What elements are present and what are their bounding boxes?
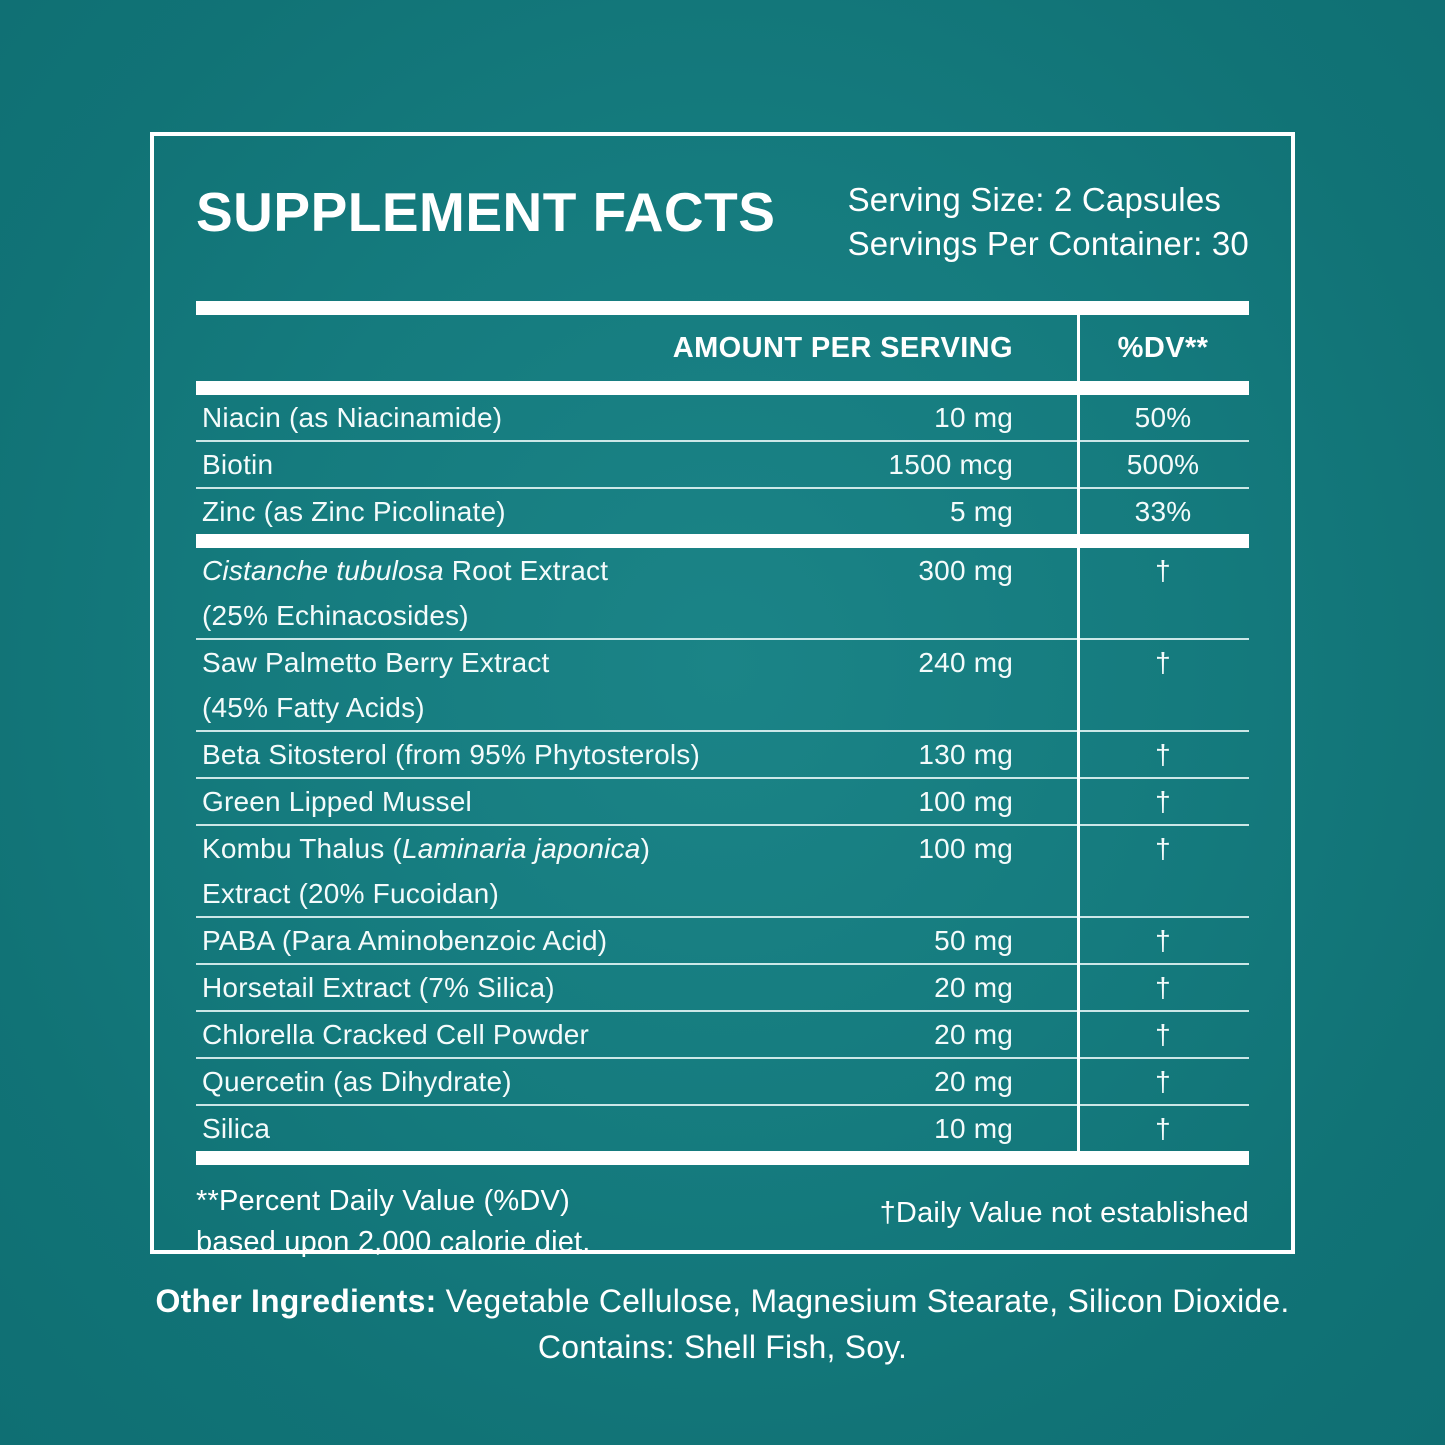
ingredient-name: Saw Palmetto Berry Extract (45% Fatty Ac… [202,647,550,724]
ingredient-name: Beta Sitosterol (from 95% Phytosterols) [202,739,700,771]
ingredient-amount: 50 mg [934,925,1013,957]
ingredient-name: Horsetail Extract (7% Silica) [202,972,555,1004]
ingredient-name: Green Lipped Mussel [202,786,472,818]
ingredient-dv: † [1155,925,1171,957]
ingredient-amount: 130 mg [918,739,1013,771]
panel-title: SUPPLEMENT FACTS [196,181,776,243]
table-row: PABA (Para Aminobenzoic Acid) 50 mg † [196,916,1249,963]
table-header-row: AMOUNT PER SERVING %DV** [196,315,1249,381]
table-row: Horsetail Extract (7% Silica) 20 mg † [196,963,1249,1010]
ingredient-name: Silica [202,1113,271,1145]
other-ingredients: Other Ingredients: Vegetable Cellulose, … [0,1278,1445,1371]
ingredient-dv: † [1155,739,1171,771]
ingredient-dv: † [1155,786,1171,818]
ingredient-amount: 10 mg [934,402,1013,434]
ingredient-name: Kombu Thalus (Laminaria japonica) Extrac… [202,833,651,910]
ingredient-amount: 100 mg [918,786,1013,818]
table-row: Saw Palmetto Berry Extract (45% Fatty Ac… [196,638,1249,730]
vitamin-section: Niacin (as Niacinamide) 10 mg 50% Biotin… [196,395,1249,534]
ingredient-dv: † [1155,972,1171,1004]
header-separator-bar [196,381,1249,396]
ingredient-amount: 240 mg [918,647,1013,679]
ingredient-dv: † [1155,647,1171,679]
ingredient-dv: † [1155,1113,1171,1145]
ingredient-dv: 33% [1134,496,1192,528]
supplement-facts-table: AMOUNT PER SERVING %DV** Niacin (as Niac… [196,301,1249,1166]
supplement-facts-panel: SUPPLEMENT FACTS Serving Size: 2 Capsule… [150,132,1295,1258]
table-bottom-bar [196,1151,1249,1166]
ingredient-dv: 500% [1126,449,1200,481]
ingredient-dv: 50% [1134,402,1192,434]
serving-size: Serving Size: 2 Capsules [847,181,1222,218]
ingredient-name: Quercetin (as Dihydrate) [202,1066,512,1098]
table-row: Silica 10 mg † [196,1104,1249,1151]
ingredient-name: PABA (Para Aminobenzoic Acid) [202,925,608,957]
ingredient-amount: 300 mg [918,555,1013,587]
column-divider [1077,315,1080,1152]
other-ingredients-line: Other Ingredients: Vegetable Cellulose, … [0,1278,1445,1324]
ingredient-name: Chlorella Cracked Cell Powder [202,1019,590,1051]
table-row: Green Lipped Mussel 100 mg † [196,777,1249,824]
ingredient-dv: † [1155,833,1171,865]
table-row: Zinc (as Zinc Picolinate) 5 mg 33% [196,487,1249,534]
other-ingredients-label: Other Ingredients: [155,1283,437,1319]
section-separator-bar [196,534,1249,549]
table-row: Chlorella Cracked Cell Powder 20 mg † [196,1010,1249,1057]
ingredient-amount: 1500 mcg [888,449,1013,481]
ingredient-dv: † [1155,1019,1171,1051]
table-row: Beta Sitosterol (from 95% Phytosterols) … [196,730,1249,777]
footnotes: **Percent Daily Value (%DV) based upon 2… [196,1181,1249,1263]
table-row: Biotin 1500 mcg 500% [196,440,1249,487]
not-established-footnote: †Daily Value not established [879,1197,1249,1230]
ingredient-amount: 5 mg [949,496,1013,528]
servings-per-container: Servings Per Container: 30 [847,224,1249,262]
ingredient-name: Niacin (as Niacinamide) [202,402,503,434]
table-row: Quercetin (as Dihydrate) 20 mg † [196,1057,1249,1104]
contains-line: Contains: Shell Fish, Soy. [537,1329,908,1366]
other-ingredients-text: Vegetable Cellulose, Magnesium Stearate,… [436,1283,1290,1319]
panel-header: SUPPLEMENT FACTS Serving Size: 2 Capsule… [196,178,1249,265]
ingredient-name: Cistanche tubulosa Root Extract (25% Ech… [202,555,609,632]
ingredient-dv: † [1155,555,1171,587]
table-row: Kombu Thalus (Laminaria japonica) Extrac… [196,824,1249,916]
amount-column-header: AMOUNT PER SERVING [672,331,1013,364]
ingredient-amount: 20 mg [934,1066,1013,1098]
ingredient-amount: 10 mg [934,1113,1013,1145]
daily-value-footnote: **Percent Daily Value (%DV) based upon 2… [196,1185,591,1259]
serving-info: Serving Size: 2 Capsules Servings Per Co… [848,178,1249,265]
ingredient-dv: † [1155,1066,1171,1098]
ingredient-amount: 100 mg [918,833,1013,865]
dv-column-header: %DV** [1117,331,1209,364]
table-top-bar [196,301,1249,316]
ingredient-amount: 20 mg [934,1019,1013,1051]
botanical-section: Cistanche tubulosa Root Extract (25% Ech… [196,548,1249,1151]
table-row: Cistanche tubulosa Root Extract (25% Ech… [196,548,1249,638]
table-row: Niacin (as Niacinamide) 10 mg 50% [196,395,1249,440]
ingredient-amount: 20 mg [934,972,1013,1004]
ingredient-name: Zinc (as Zinc Picolinate) [202,496,506,528]
ingredient-name: Biotin [202,449,274,481]
